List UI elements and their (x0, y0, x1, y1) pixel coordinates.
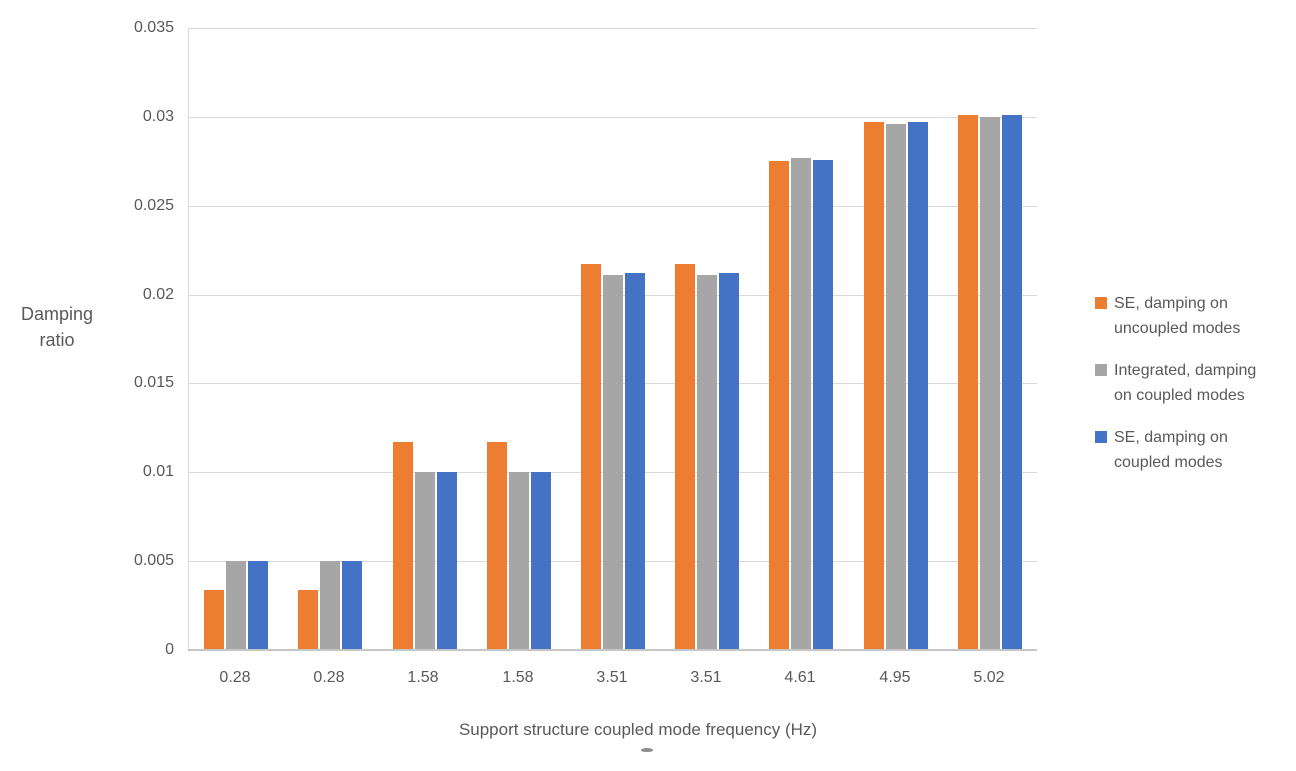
bar-series2-group6 (697, 275, 717, 650)
bar-series3-group3 (437, 472, 457, 650)
x-tick-label: 3.51 (690, 669, 722, 686)
y-tick-label: 0.015 (133, 374, 174, 391)
x-tick-label: 4.95 (879, 669, 911, 686)
x-tick-label: 4.61 (784, 669, 816, 686)
legend-item-series3: SE, damping on coupled modes (1095, 425, 1295, 475)
bar-series1-group2 (298, 590, 318, 650)
plot-area (188, 28, 1037, 650)
legend: SE, damping on uncoupled modes Integrated,… (1095, 291, 1295, 492)
bar-series1-group9 (958, 115, 978, 650)
x-tick-label: 3.51 (596, 669, 628, 686)
bar-series2-group4 (509, 472, 529, 650)
bar-series1-group7 (769, 161, 789, 650)
bar-series3-group5 (625, 273, 645, 650)
bar-series2-group2 (320, 561, 340, 650)
bar-series3-group1 (248, 561, 268, 650)
legend-label: Integrated, damping on coupled modes (1114, 362, 1257, 404)
x-tick-label: 1.58 (407, 669, 439, 686)
x-axis-line (188, 649, 1037, 651)
legend-swatch-icon (1095, 364, 1107, 376)
bar-series3-group8 (908, 122, 928, 650)
legend-item-series1: SE, damping on uncoupled modes (1095, 291, 1295, 341)
bar-series3-group2 (342, 561, 362, 650)
bar-series2-group9 (980, 117, 1000, 650)
legend-swatch-icon (1095, 297, 1107, 309)
y-axis-title: Damping ratio (4, 301, 110, 353)
x-tick-label: 1.58 (502, 669, 534, 686)
bar-series1-group3 (393, 442, 413, 650)
x-tick-label: 0.28 (313, 669, 345, 686)
y-tick-label: 0.02 (142, 286, 174, 303)
bar-series1-group6 (675, 264, 695, 650)
bar-series2-group8 (886, 124, 906, 650)
bar-series2-group5 (603, 275, 623, 650)
cropped-text-fragment (641, 748, 653, 752)
y-axis-title-line2: ratio (39, 330, 75, 350)
y-tick-label: 0.025 (133, 197, 174, 214)
legend-item-series2: Integrated, damping on coupled modes (1095, 358, 1295, 408)
x-tick-label: 0.28 (219, 669, 251, 686)
y-tick-label: 0.035 (133, 19, 174, 36)
x-tick-label: 5.02 (973, 669, 1005, 686)
legend-label: SE, damping on uncoupled modes (1114, 295, 1241, 337)
legend-swatch-icon (1095, 431, 1107, 443)
y-tick-label: 0.01 (142, 463, 174, 480)
x-axis-title: Support structure coupled mode frequency… (458, 720, 818, 739)
x-axis-tick-labels: 0.28 0.28 1.58 1.58 3.51 3.51 4.61 4.95 5.02 (188, 667, 1036, 689)
bar-series1-group1 (204, 590, 224, 650)
bar-series2-group7 (791, 158, 811, 650)
bar-series2-group3 (415, 472, 435, 650)
bar-series2-group1 (226, 561, 246, 650)
y-tick-label: 0 (165, 641, 174, 658)
bar-series1-group8 (864, 122, 884, 650)
bar-series3-group6 (719, 273, 739, 650)
y-axis-title-line1: Damping (20, 304, 94, 324)
y-axis-tick-labels: 0 0.005 0.01 0.015 0.02 0.025 0.03 0.035 (0, 0, 174, 771)
y-tick-label: 0.005 (133, 552, 174, 569)
gridline (189, 28, 1037, 29)
bar-series3-group7 (813, 160, 833, 650)
bar-series3-group4 (531, 472, 551, 650)
gridline (189, 117, 1037, 118)
bar-series1-group4 (487, 442, 507, 650)
legend-label: SE, damping on coupled modes (1114, 429, 1228, 471)
gridline (189, 206, 1037, 207)
bar-series1-group5 (581, 264, 601, 650)
bar-series3-group9 (1002, 115, 1022, 650)
y-tick-label: 0.03 (142, 108, 174, 125)
